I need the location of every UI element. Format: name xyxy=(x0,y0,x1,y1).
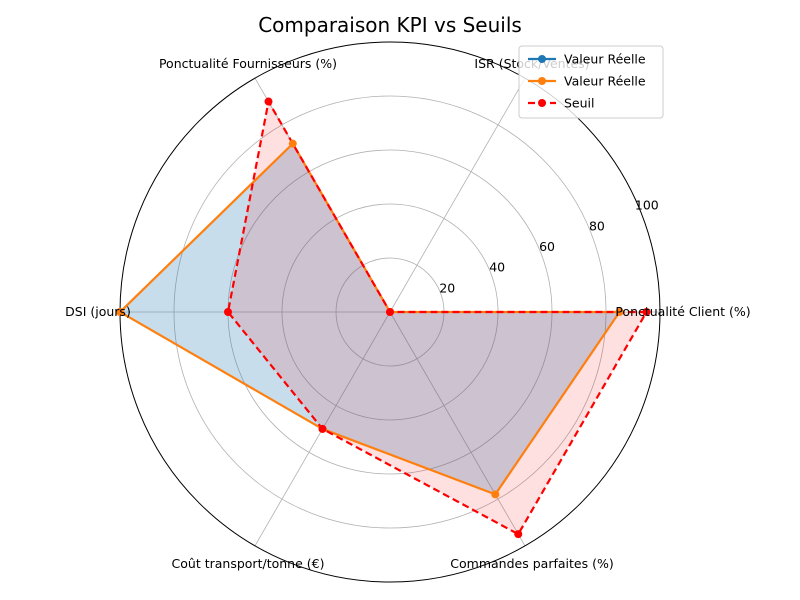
data-point xyxy=(264,97,273,106)
legend: Valeur Réelle Valeur Réelle Seuil xyxy=(518,45,664,119)
series-fill xyxy=(228,101,647,535)
axis-label: Ponctualité Client (%) xyxy=(615,304,750,319)
axis-label: Commandes parfaites (%) xyxy=(450,556,613,571)
data-point xyxy=(386,308,394,316)
series-fill xyxy=(120,143,620,495)
axis-label: DSI (jours) xyxy=(65,304,131,319)
grid-spoke xyxy=(389,311,526,547)
tick-label: 100 xyxy=(635,198,659,213)
data-point xyxy=(514,530,523,539)
radial-ticks: 20 40 60 80 100 xyxy=(439,198,658,296)
legend-label: Seuil xyxy=(564,96,595,111)
tick-label: 20 xyxy=(439,280,455,295)
grid-spoke xyxy=(389,77,526,313)
data-point xyxy=(491,490,500,499)
tick-label: 60 xyxy=(539,239,555,254)
legend-marker xyxy=(538,99,546,107)
legend-box xyxy=(518,45,664,119)
data-point xyxy=(615,308,624,316)
data-point xyxy=(288,139,297,148)
tick-label: 40 xyxy=(489,260,505,275)
legend-marker xyxy=(538,55,546,63)
axis-label: Ponctualité Fournisseurs (%) xyxy=(159,56,337,71)
axis-labels: Ponctualité Client (%)ISR (Stock/Ventes)… xyxy=(65,56,751,571)
axis-label: Coût transport/tonne (€) xyxy=(172,556,325,571)
legend-marker xyxy=(538,77,546,85)
legend-label: Valeur Réelle xyxy=(564,52,646,67)
data-point xyxy=(318,424,327,433)
series-fills xyxy=(120,101,647,535)
data-point xyxy=(224,308,232,316)
series-points xyxy=(116,97,651,539)
legend-label: Valeur Réelle xyxy=(564,74,646,89)
data-point xyxy=(642,308,651,316)
chart-title: Comparaison KPI vs Seuils xyxy=(258,13,522,37)
data-point xyxy=(116,308,124,316)
tick-label: 80 xyxy=(589,218,605,233)
